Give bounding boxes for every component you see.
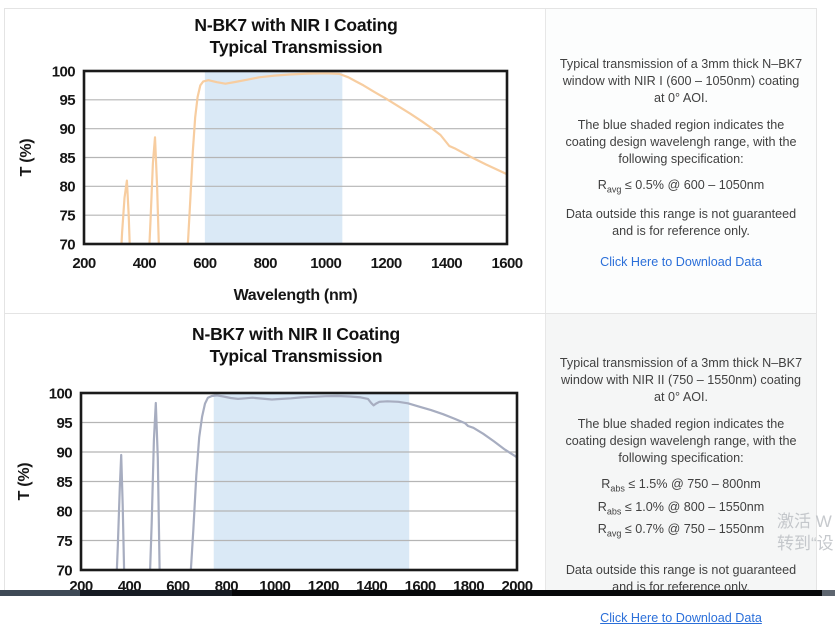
transmission-curve	[115, 394, 517, 570]
x-axis-tick-label: 600	[193, 255, 216, 272]
spec-symbol: R	[597, 177, 607, 192]
nir1-title-line1: N-BK7 with NIR I Coating	[194, 15, 398, 35]
nir1-info-panel: Typical transmission of a 3mm thick N–BK…	[546, 9, 816, 313]
spec-subscript: abs	[610, 483, 625, 494]
y-axis-tick-label: 85	[60, 150, 76, 167]
nir1-description: Typical transmission of a 3mm thick N–BK…	[559, 56, 803, 105]
content-column: N-BK7 with NIR I Coating Typical Transmi…	[4, 8, 817, 625]
nir1-row: N-BK7 with NIR I Coating Typical Transmi…	[5, 9, 816, 314]
nir2-row: N-BK7 with NIR II Coating Typical Transm…	[5, 314, 816, 625]
spec-symbol: R	[597, 499, 607, 514]
x-axis-tick-label: 1200	[371, 255, 402, 272]
nir2-specs: Rabs ≤ 1.5% @ 750 – 800nm Rabs ≤ 1.0% @ …	[598, 475, 765, 543]
x-axis-tick-label: 1400	[431, 255, 462, 272]
spec-line: Rabs ≤ 1.0% @ 800 – 1550nm	[598, 498, 765, 521]
spec-symbol: R	[597, 522, 607, 537]
nir2-download-data-link[interactable]: Click Here to Download Data	[600, 610, 762, 625]
y-axis-tick-label: 90	[57, 444, 73, 461]
transmission-curve	[120, 72, 507, 244]
y-axis-tick-label: 85	[57, 474, 73, 491]
nir2-title-line1: N-BK7 with NIR II Coating	[192, 324, 400, 344]
nir1-title-line2: Typical Transmission	[209, 36, 383, 57]
spec-value: ≤ 0.7% @ 750 – 1550nm	[621, 522, 765, 537]
taskbar-edge-strip	[0, 590, 835, 596]
plot-border	[79, 391, 519, 572]
nir2-info-panel: Typical transmission of a 3mm thick N–BK…	[546, 314, 816, 625]
spec-value: ≤ 1.5% @ 750 – 800nm	[624, 477, 761, 491]
y-axis-tick-label: 80	[60, 179, 76, 196]
nir1-reference-note: Data outside this range is not guarantee…	[565, 207, 797, 239]
y-axis-tick-label: 70	[60, 236, 76, 253]
nir2-shaded-region-note: The blue shaded region indicates the coa…	[565, 417, 797, 465]
spec-line: Ravg ≤ 0.5% @ 600 – 1050nm	[598, 176, 765, 199]
x-axis-tick-label: 1600	[492, 255, 523, 272]
y-axis-tick-label: 75	[60, 207, 76, 224]
y-axis-title: T (%)	[16, 463, 33, 501]
spec-value: ≤ 1.0% @ 800 – 1550nm	[621, 499, 765, 514]
spec-symbol: R	[601, 477, 611, 491]
nir2-title-line2: Typical Transmission	[209, 345, 383, 366]
y-axis-tick-label: 100	[49, 385, 72, 402]
nir1-download-data-link[interactable]: Click Here to Download Data	[600, 255, 762, 270]
x-axis-tick-label: 800	[254, 255, 277, 272]
x-axis-tick-label: 400	[133, 255, 156, 272]
y-axis-tick-label: 95	[60, 92, 76, 109]
y-axis-tick-label: 75	[57, 533, 73, 550]
spec-line: Rabs ≤ 1.5% @ 750 – 800nm	[598, 475, 765, 498]
y-axis-tick-label: 95	[57, 415, 73, 432]
y-axis-tick-label: 70	[57, 562, 73, 579]
spec-line: Ravg ≤ 0.7% @ 750 – 1550nm	[598, 520, 765, 543]
spec-subscript: abs	[606, 506, 622, 517]
plot-border	[82, 69, 509, 246]
nir1-transmission-chart: 70 75 80 85 90 95 100 200 400 600 800 1000 1200 1400 1…	[18, 63, 523, 304]
x-axis-tick-label: 200	[72, 255, 95, 272]
nir2-chart-cell: N-BK7 with NIR II Coating Typical Transm…	[5, 314, 546, 596]
y-axis-tick-label: 90	[60, 121, 76, 138]
spec-subscript: avg	[606, 528, 622, 539]
spec-value: ≤ 0.5% @ 600 – 1050nm	[621, 177, 765, 192]
nir2-description: Typical transmission of a 3mm thick N–BK…	[559, 356, 803, 404]
nir1-specs: Ravg ≤ 0.5% @ 600 – 1050nm	[598, 176, 765, 199]
x-axis-title: Wavelength (nm)	[234, 287, 358, 304]
y-axis-tick-label: 100	[52, 63, 75, 80]
y-axis-tick-label: 80	[57, 503, 73, 520]
spec-subscript: avg	[606, 184, 622, 195]
nir1-chart-title: N-BK7 with NIR I Coating Typical Transmi…	[5, 9, 545, 63]
nir2-chart-title: N-BK7 with NIR II Coating Typical Transm…	[5, 314, 545, 380]
y-axis-title: T (%)	[18, 139, 35, 177]
nir1-chart-cell: N-BK7 with NIR I Coating Typical Transmi…	[5, 9, 546, 313]
x-axis-tick-label: 1000	[310, 255, 341, 272]
nir1-shaded-region-note: The blue shaded region indicates the coa…	[565, 117, 797, 166]
